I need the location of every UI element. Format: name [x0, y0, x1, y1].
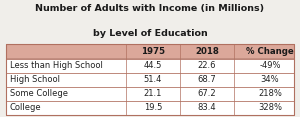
Text: 1975: 1975: [141, 47, 165, 56]
Text: 34%: 34%: [261, 75, 279, 84]
Text: Some College: Some College: [10, 89, 68, 98]
Text: 67.2: 67.2: [198, 89, 216, 98]
Text: 218%: 218%: [258, 89, 282, 98]
Text: 44.5: 44.5: [144, 61, 162, 70]
Text: 22.6: 22.6: [198, 61, 216, 70]
Text: by Level of Education: by Level of Education: [93, 29, 207, 38]
Text: High School: High School: [10, 75, 60, 84]
Text: 2018: 2018: [195, 47, 219, 56]
Text: 19.5: 19.5: [144, 103, 162, 112]
Text: 68.7: 68.7: [198, 75, 216, 84]
Text: College: College: [10, 103, 41, 112]
Text: 328%: 328%: [258, 103, 282, 112]
Text: % Change: % Change: [246, 47, 294, 56]
Text: 83.4: 83.4: [198, 103, 216, 112]
Text: Less than High School: Less than High School: [10, 61, 103, 70]
Text: -49%: -49%: [259, 61, 281, 70]
Text: 51.4: 51.4: [144, 75, 162, 84]
Text: Number of Adults with Income (in Millions): Number of Adults with Income (in Million…: [35, 4, 265, 13]
Text: 21.1: 21.1: [144, 89, 162, 98]
